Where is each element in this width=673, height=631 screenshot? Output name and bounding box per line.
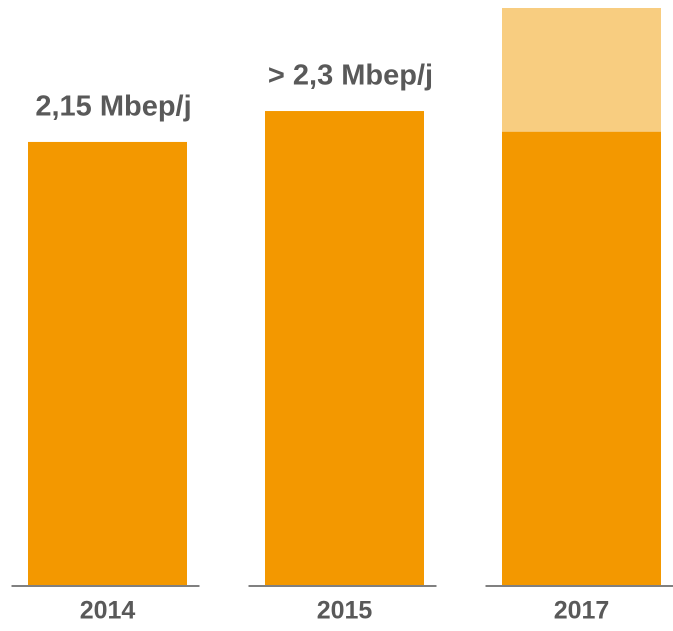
- bar: [502, 8, 661, 132]
- value-label: 2,15 Mbep/j: [35, 91, 191, 123]
- value-label: > 2,3 Mbep/j: [268, 60, 433, 92]
- bar: [265, 111, 424, 586]
- bar: [28, 141, 187, 586]
- x-tick-label: 2017: [554, 597, 610, 625]
- x-tick-label: 2015: [317, 597, 373, 625]
- x-tick-label: 2014: [80, 597, 136, 625]
- bar: [502, 131, 661, 585]
